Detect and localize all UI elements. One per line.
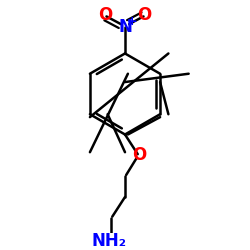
Text: NH₂: NH₂ — [91, 232, 126, 250]
Text: O: O — [98, 6, 112, 24]
Text: O: O — [138, 6, 152, 24]
Text: N: N — [118, 18, 132, 36]
Text: O: O — [132, 146, 146, 164]
Text: +: + — [127, 14, 138, 28]
